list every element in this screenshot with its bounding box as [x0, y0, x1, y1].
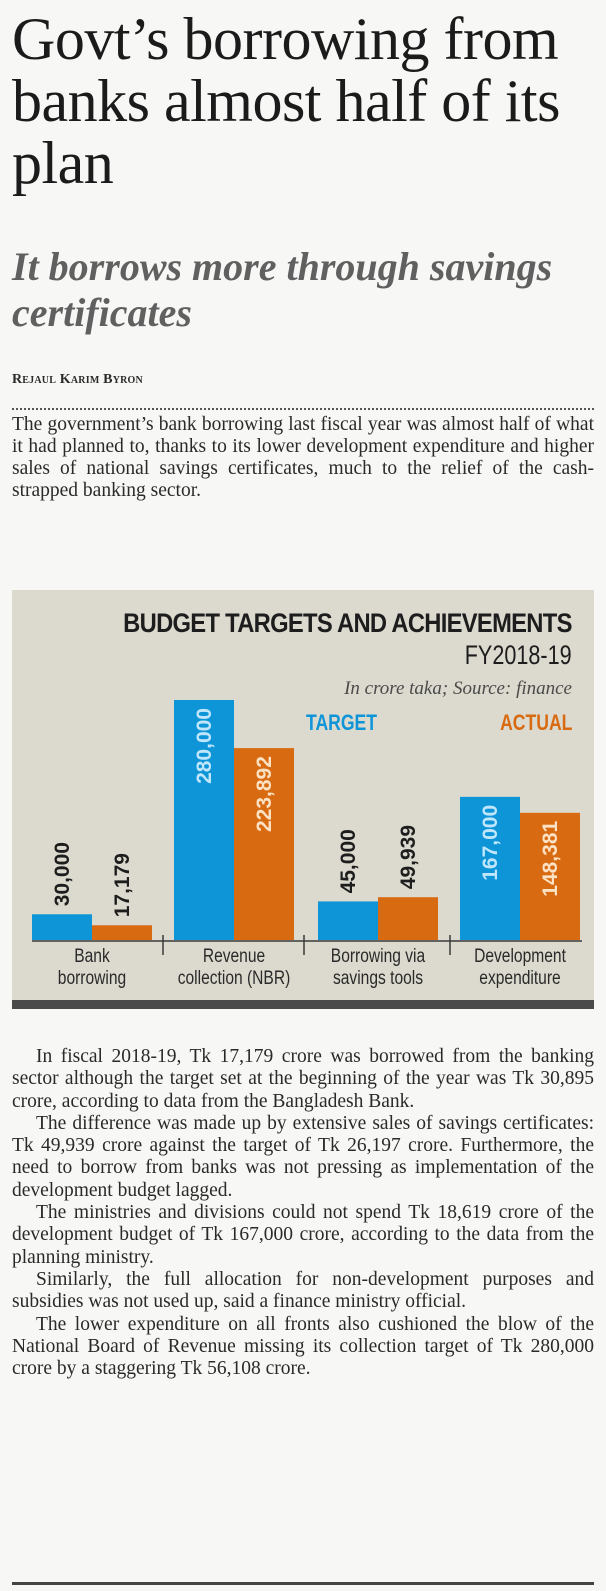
- bar-target: [318, 901, 378, 940]
- legend-actual: ACTUAL: [499, 710, 572, 735]
- headline: Govt’s borrowing from banks almost half …: [12, 6, 560, 196]
- bar-actual: [234, 748, 294, 940]
- bar-target: [32, 914, 92, 940]
- bar-value-label: 167,000: [479, 805, 502, 881]
- bar-value-label: 45,000: [337, 829, 360, 893]
- body-paragraph: The difference was made up by extensive …: [12, 1112, 594, 1201]
- bar-value-label: 30,000: [51, 842, 74, 906]
- bar-actual: [92, 925, 152, 940]
- body-paragraph: In fiscal 2018-19, Tk 17,179 crore was b…: [12, 1046, 594, 1112]
- body-paragraph: Similarly, the full allocation for non-d…: [12, 1268, 594, 1313]
- intro-paragraph: The government’s bank borrowing last fis…: [12, 414, 594, 501]
- body-paragraph: The ministries and divisions could not s…: [12, 1202, 594, 1268]
- bar-actual: [378, 897, 438, 940]
- bar-value-label: 223,892: [253, 756, 276, 832]
- chart-subtitle: FY2018-19: [465, 640, 572, 670]
- category-label: Revenue collection (NBR): [168, 946, 299, 990]
- bar-target: [460, 796, 520, 940]
- bar-value-label: 17,179: [111, 853, 134, 917]
- bar-target: [174, 700, 234, 940]
- category-label: Bank borrowing: [26, 946, 157, 990]
- legend-target: TARGET: [306, 710, 378, 735]
- bar-value-label: 49,939: [397, 825, 420, 889]
- chart-bottom-rule: [12, 1000, 594, 1009]
- category-label-line: expenditure: [479, 968, 561, 989]
- category-label-line: Borrowing via: [330, 946, 426, 967]
- bar-value-label: 280,000: [193, 708, 216, 784]
- category-label: Borrowing via savings tools: [312, 946, 443, 990]
- category-label-line: savings tools: [332, 968, 424, 989]
- category-label: Development expenditure: [454, 946, 585, 990]
- chart-title: BUDGET TARGETS AND ACHIEVEMENTS: [123, 608, 572, 638]
- byline: Rejaul Karim Byron: [12, 372, 143, 387]
- bar-actual: [520, 812, 580, 940]
- chart-note: In crore taka; Source: finance: [344, 678, 572, 699]
- category-label-line: borrowing: [57, 968, 127, 989]
- dotted-divider: [12, 408, 594, 410]
- category-label-line: Development: [474, 946, 566, 967]
- bar-value-label: 148,381: [539, 821, 562, 897]
- category-label-line: Revenue: [202, 946, 266, 967]
- category-label-line: collection (NBR): [177, 968, 291, 989]
- end-rule: [12, 1582, 594, 1585]
- article-body: In fiscal 2018-19, Tk 17,179 crore was b…: [12, 1046, 594, 1380]
- category-label-line: Bank: [74, 946, 110, 967]
- bar-chart: 30,000 17,179 280,000 223,892 45,000 49,939 16…: [32, 700, 582, 955]
- subheadline: It borrows more through savings certific…: [12, 244, 553, 335]
- body-paragraph: The lower expenditure on all fronts also…: [12, 1313, 594, 1380]
